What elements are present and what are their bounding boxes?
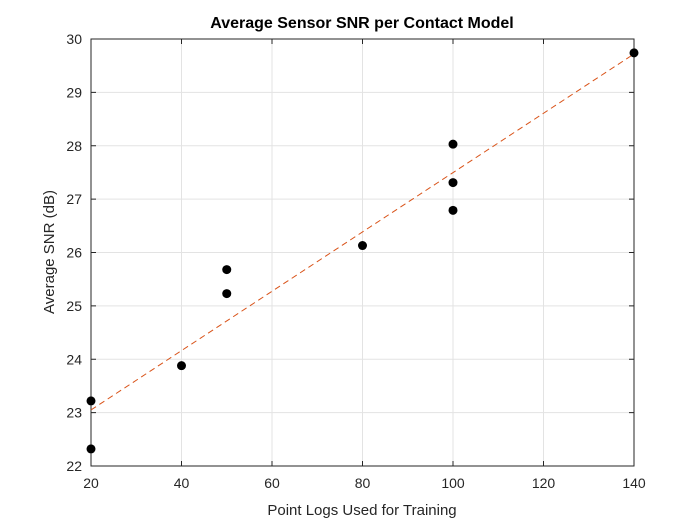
y-tick-label: 22 [66,458,82,474]
ticks: 20 40 60 80 100 120 140 22 23 24 25 26 27 28 29 30 [66,31,645,491]
data-point [448,205,458,215]
x-tick-label: 20 [83,475,99,491]
x-tick-label: 60 [264,475,280,491]
data-point [358,241,367,251]
series [86,48,639,454]
data-point [222,265,232,275]
y-axis-label: Average SNR (dB) [41,190,58,314]
chart-title: Average Sensor SNR per Contact Model [210,15,513,32]
data-point [86,396,96,406]
data-point [222,289,232,299]
y-tick-label: 26 [66,245,82,261]
fit-line [90,53,635,411]
y-tick-label: 30 [66,31,82,47]
data-point [448,139,458,149]
y-tick-label: 27 [66,191,82,207]
data-point [177,361,186,371]
x-tick-label: 140 [622,475,646,491]
x-tick-label: 100 [441,475,465,491]
x-axis-label: Point Logs Used for Training [267,502,456,519]
y-tick-label: 29 [66,84,82,100]
x-tick-label: 80 [355,475,371,491]
y-tick-label: 23 [66,405,82,421]
x-tick-label: 120 [532,475,556,491]
data-point [629,48,639,58]
x-tick-label: 40 [174,475,190,491]
data-point [86,444,96,454]
data-point [448,178,458,188]
y-tick-label: 25 [66,298,82,314]
y-tick-label: 24 [66,351,82,367]
y-tick-label: 28 [66,138,82,154]
